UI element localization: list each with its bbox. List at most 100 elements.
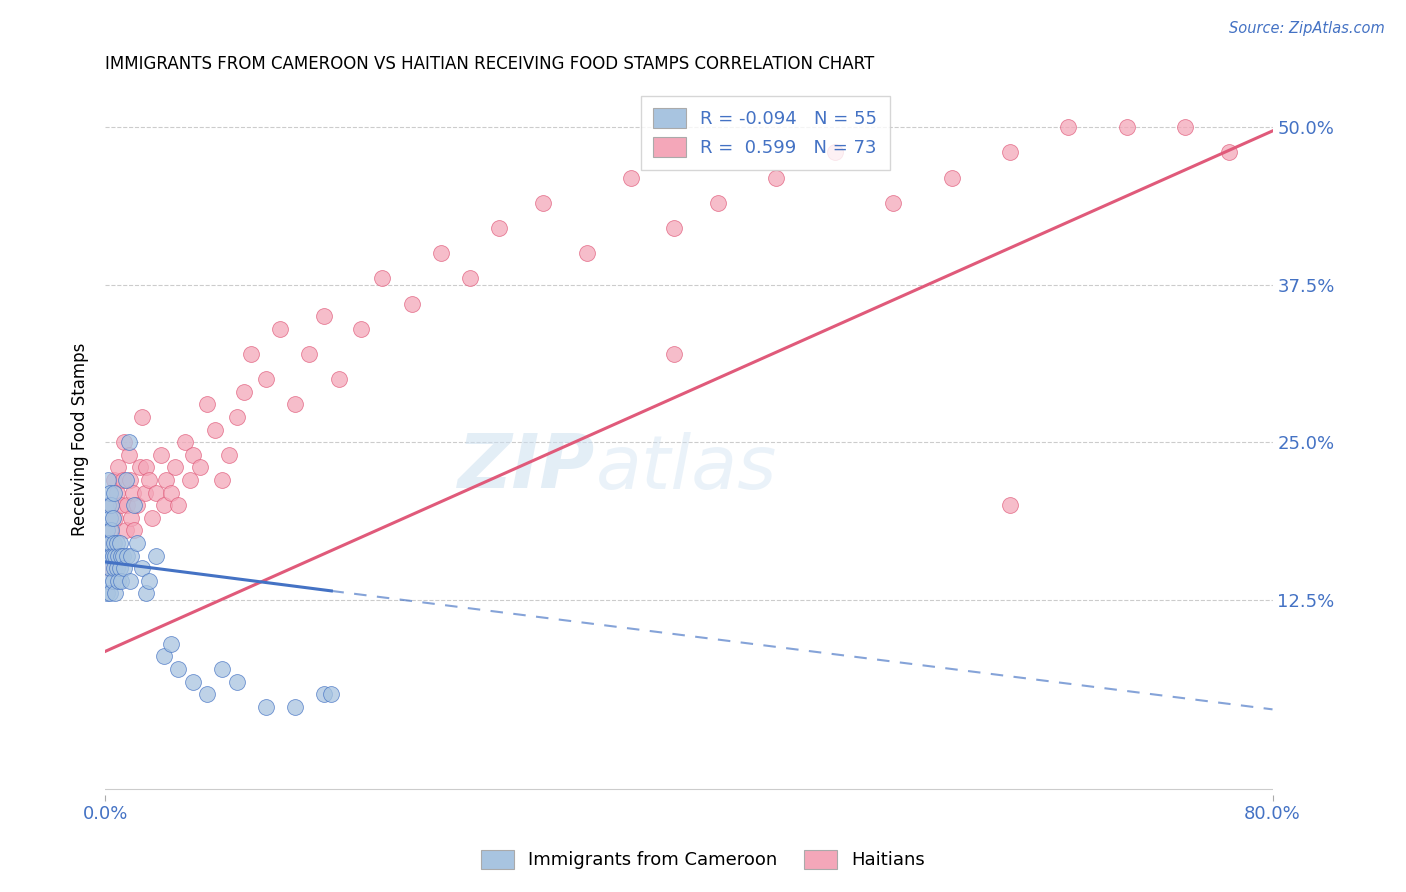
Point — [110, 549, 132, 563]
Text: Source: ZipAtlas.com: Source: ZipAtlas.com — [1229, 21, 1385, 36]
Point — [155, 473, 177, 487]
Point — [112, 561, 135, 575]
Point — [254, 372, 277, 386]
Point — [284, 397, 307, 411]
Point — [98, 536, 121, 550]
Point — [100, 549, 122, 563]
Point — [103, 473, 125, 487]
Point — [108, 549, 131, 563]
Point — [98, 586, 121, 600]
Point — [108, 536, 131, 550]
Point — [105, 536, 128, 550]
Point — [321, 687, 343, 701]
Point — [121, 549, 143, 563]
Point — [105, 485, 128, 500]
Point — [101, 549, 124, 563]
Point — [211, 473, 233, 487]
Point — [152, 498, 174, 512]
Point — [232, 384, 254, 399]
Point — [127, 498, 149, 512]
Text: atlas: atlas — [596, 432, 778, 503]
Point — [211, 662, 233, 676]
Point — [104, 511, 127, 525]
Point — [96, 524, 118, 538]
Point — [165, 460, 187, 475]
Point — [218, 448, 240, 462]
Point — [97, 574, 120, 588]
Point — [104, 549, 127, 563]
Point — [138, 574, 160, 588]
Point — [138, 473, 160, 487]
Text: IMMIGRANTS FROM CAMEROON VS HAITIAN RECEIVING FOOD STAMPS CORRELATION CHART: IMMIGRANTS FROM CAMEROON VS HAITIAN RECE… — [105, 55, 875, 73]
Point — [101, 574, 124, 588]
Point — [118, 473, 141, 487]
Point — [135, 460, 157, 475]
Point — [107, 549, 129, 563]
Point — [103, 485, 125, 500]
Point — [664, 221, 686, 235]
Point — [149, 448, 172, 462]
Point — [122, 485, 145, 500]
Point — [998, 498, 1021, 512]
Point — [145, 549, 167, 563]
Point — [765, 170, 787, 185]
Point — [117, 435, 139, 450]
Point — [458, 271, 481, 285]
Point — [131, 561, 153, 575]
Point — [135, 586, 157, 600]
Point — [124, 524, 146, 538]
Point — [174, 435, 197, 450]
Point — [882, 195, 904, 210]
Point — [103, 561, 125, 575]
Point — [98, 524, 121, 538]
Point — [127, 536, 149, 550]
Point — [167, 662, 190, 676]
Point — [1057, 120, 1080, 135]
Point — [181, 448, 204, 462]
Point — [254, 699, 277, 714]
Point — [107, 460, 129, 475]
Point — [97, 498, 120, 512]
Point — [1174, 120, 1197, 135]
Point — [124, 498, 146, 512]
Point — [1218, 145, 1240, 160]
Point — [111, 473, 134, 487]
Point — [160, 637, 183, 651]
Point — [269, 322, 291, 336]
Point — [314, 309, 336, 323]
Point — [134, 485, 156, 500]
Y-axis label: Receiving Food Stamps: Receiving Food Stamps — [72, 343, 89, 536]
Point — [105, 561, 128, 575]
Point — [298, 347, 321, 361]
Point — [188, 460, 211, 475]
Legend: R = -0.094   N = 55, R =  0.599   N = 73: R = -0.094 N = 55, R = 0.599 N = 73 — [641, 95, 890, 169]
Point — [531, 195, 554, 210]
Point — [100, 549, 122, 563]
Point — [284, 699, 307, 714]
Point — [104, 586, 127, 600]
Point — [100, 498, 122, 512]
Point — [145, 485, 167, 500]
Point — [110, 498, 132, 512]
Point — [195, 687, 218, 701]
Point — [1115, 120, 1137, 135]
Point — [98, 561, 121, 575]
Point — [117, 448, 139, 462]
Point — [97, 561, 120, 575]
Point — [114, 524, 136, 538]
Point — [101, 511, 124, 525]
Point — [97, 536, 120, 550]
Point — [941, 170, 963, 185]
Text: ZIP: ZIP — [458, 431, 596, 504]
Point — [114, 473, 136, 487]
Point — [195, 397, 218, 411]
Point — [204, 423, 226, 437]
Point — [575, 246, 598, 260]
Point — [110, 574, 132, 588]
Point — [314, 687, 336, 701]
Point — [619, 170, 641, 185]
Point — [108, 561, 131, 575]
Point — [96, 586, 118, 600]
Point — [115, 549, 138, 563]
Point — [101, 536, 124, 550]
